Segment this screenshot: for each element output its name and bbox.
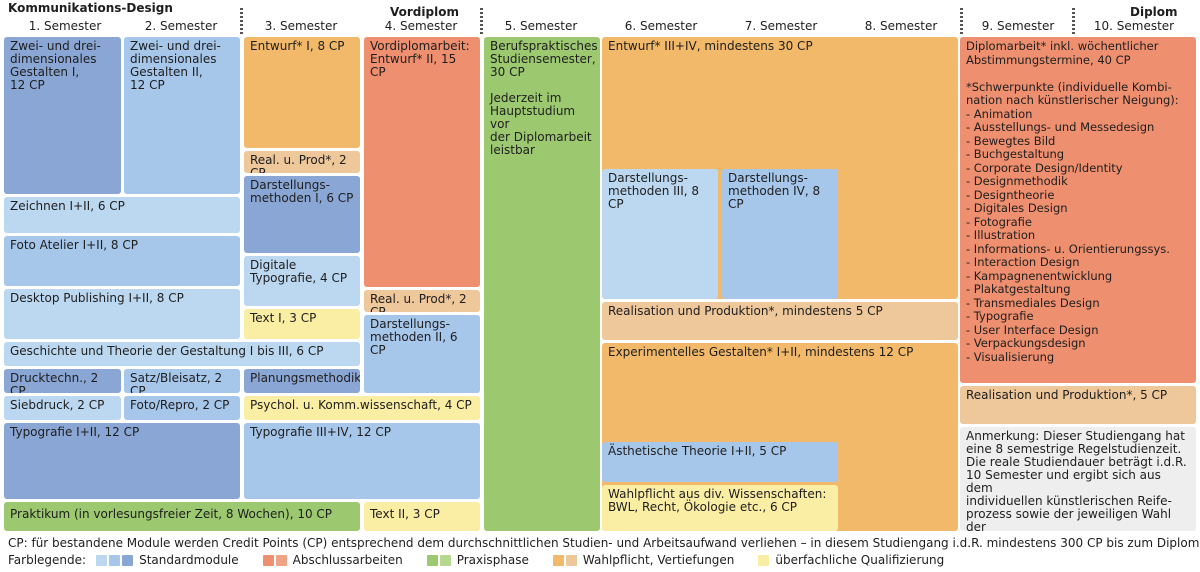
semester-5-label: 5. Semester [504,19,578,33]
module-darstellungsmethoden-3: Darstellungs- methoden III, 8 CP [602,169,718,299]
group-label-kommunikations-design: Kommunikations-Design [8,1,173,15]
color-legend: Farblegende: Standardmodule Abschlussarb… [8,553,968,567]
legend-swatch [426,554,438,566]
module-vordiplomarbeit: Vordiplomarbeit: Entwurf* II, 15 CP [364,37,480,287]
semester-1-label: 1. Semester [28,19,102,33]
legend-item-standardmodule: Standardmodule [96,553,239,567]
module-text-1: Text I, 3 CP [244,309,360,339]
semester-4-label: 4. Semester [384,19,458,33]
group-label-vordiplom: Vordiplom [390,5,459,19]
module-foto-atelier: Foto Atelier I+II, 8 CP [4,236,240,286]
legend-swatch [275,554,287,566]
module-praktikum: Praktikum (in vorlesungsfreier Zeit, 8 W… [4,502,360,531]
legend-label: Praxisphase [456,553,529,567]
legend-swatch [439,554,451,566]
module-siebdruck: Siebdruck, 2 CP [4,396,121,420]
module-realisation-produktion-2: Real. u. Prod*, 2 CP [364,290,480,312]
module-berufspraktisches-studiensemester: Berufspraktisches Studiensemester, 30 CP… [484,37,600,531]
note-anmerkung: Anmerkung: Dieser Studiengang hat eine 8… [960,427,1196,531]
module-darstellungsmethoden-1: Darstellungs- methoden I, 6 CP [244,176,360,253]
legend-swatch [565,554,577,566]
legend-swatch [552,554,564,566]
module-realisation-produktion-1: Real. u. Prod*, 2 CP [244,151,360,173]
legend-swatch [122,554,134,566]
module-diplomarbeit: Diplomarbeit* inkl. wöchentlicher Abstim… [960,37,1196,383]
module-realisation-produktion-min5: Realisation und Produktion*, mindestens … [602,302,958,340]
module-drucktechnik: Drucktechn., 2 CP [4,369,121,393]
legend-item-wahlpflicht: Wahlpflicht, Vertiefungen [552,553,735,567]
semester-6-label: 6. Semester [624,19,698,33]
module-satz-bleisatz: Satz/Bleisatz, 2 CP [124,369,240,393]
semester-10-label: 10. Semester [1093,19,1175,33]
semester-8-label: 8. Semester [864,19,938,33]
legend-swatch [758,554,770,566]
module-aesthetische-theorie: Ästhetische Theorie I+II, 5 CP [602,442,838,482]
legend-item-ueberfachlich: überfachliche Qualifizierung [758,553,944,567]
module-foto-repro: Foto/Repro, 2 CP [124,396,240,420]
module-text-2: Text II, 3 CP [364,502,480,531]
semester-2-label: 2. Semester [144,19,218,33]
module-geschichte-theorie: Geschichte und Theorie der Gestaltung I … [4,342,360,366]
legend-item-abschlussarbeiten: Abschlussarbeiten [262,553,403,567]
semester-separator [240,8,243,34]
module-zwei-dreidimensional-2: Zwei- und drei- dimensionales Gestalten … [124,37,240,194]
legend-label: Abschlussarbeiten [292,553,403,567]
module-entwurf-1: Entwurf* I, 8 CP [244,37,360,148]
semester-separator [480,8,483,34]
semester-7-label: 7. Semester [744,19,818,33]
semester-3-label: 3. Semester [264,19,338,33]
module-darstellungsmethoden-4: Darstellungs- methoden IV, 8 CP [722,169,838,299]
legend-swatch [262,554,274,566]
semester-9-label: 9. Semester [981,19,1055,33]
module-desktop-publishing: Desktop Publishing I+II, 8 CP [4,289,240,339]
module-zwei-dreidimensional-1: Zwei- und drei- dimensionales Gestalten … [4,37,121,194]
legend-item-praxisphase: Praxisphase [426,553,529,567]
semester-separator [1072,8,1075,34]
module-planungsmethodik: Planungsmethodik [244,369,360,393]
module-typografie-1-2: Typografie I+II, 12 CP [4,423,240,499]
module-psychologie-kommunikation: Psychol. u. Komm.wissenschaft, 4 CP [244,396,480,420]
module-wahlpflicht-wissenschaften: Wahlpflicht aus div. Wissenschaften: BWL… [602,485,838,531]
legend-title: Farblegende: [8,553,87,567]
legend-swatch [96,554,108,566]
module-typografie-3-4: Typografie III+IV, 12 CP [244,423,480,499]
legend-label: Wahlpflicht, Vertiefungen [582,553,735,567]
footnote-credit-points: CP: für bestandene Module werden Credit … [8,536,1200,550]
module-realisation-produktion-5: Realisation und Produktion*, 5 CP [960,386,1196,424]
semester-separator [960,8,963,34]
legend-label: überfachliche Qualifizierung [775,553,945,567]
legend-label: Standardmodule [139,553,239,567]
group-label-diplom: Diplom [1130,5,1178,19]
module-darstellungsmethoden-2: Darstellungs- methoden II, 6 CP [364,315,480,393]
module-zeichnen: Zeichnen I+II, 6 CP [4,197,240,233]
legend-swatch [109,554,121,566]
module-digitale-typografie: Digitale Typografie, 4 CP [244,256,360,306]
